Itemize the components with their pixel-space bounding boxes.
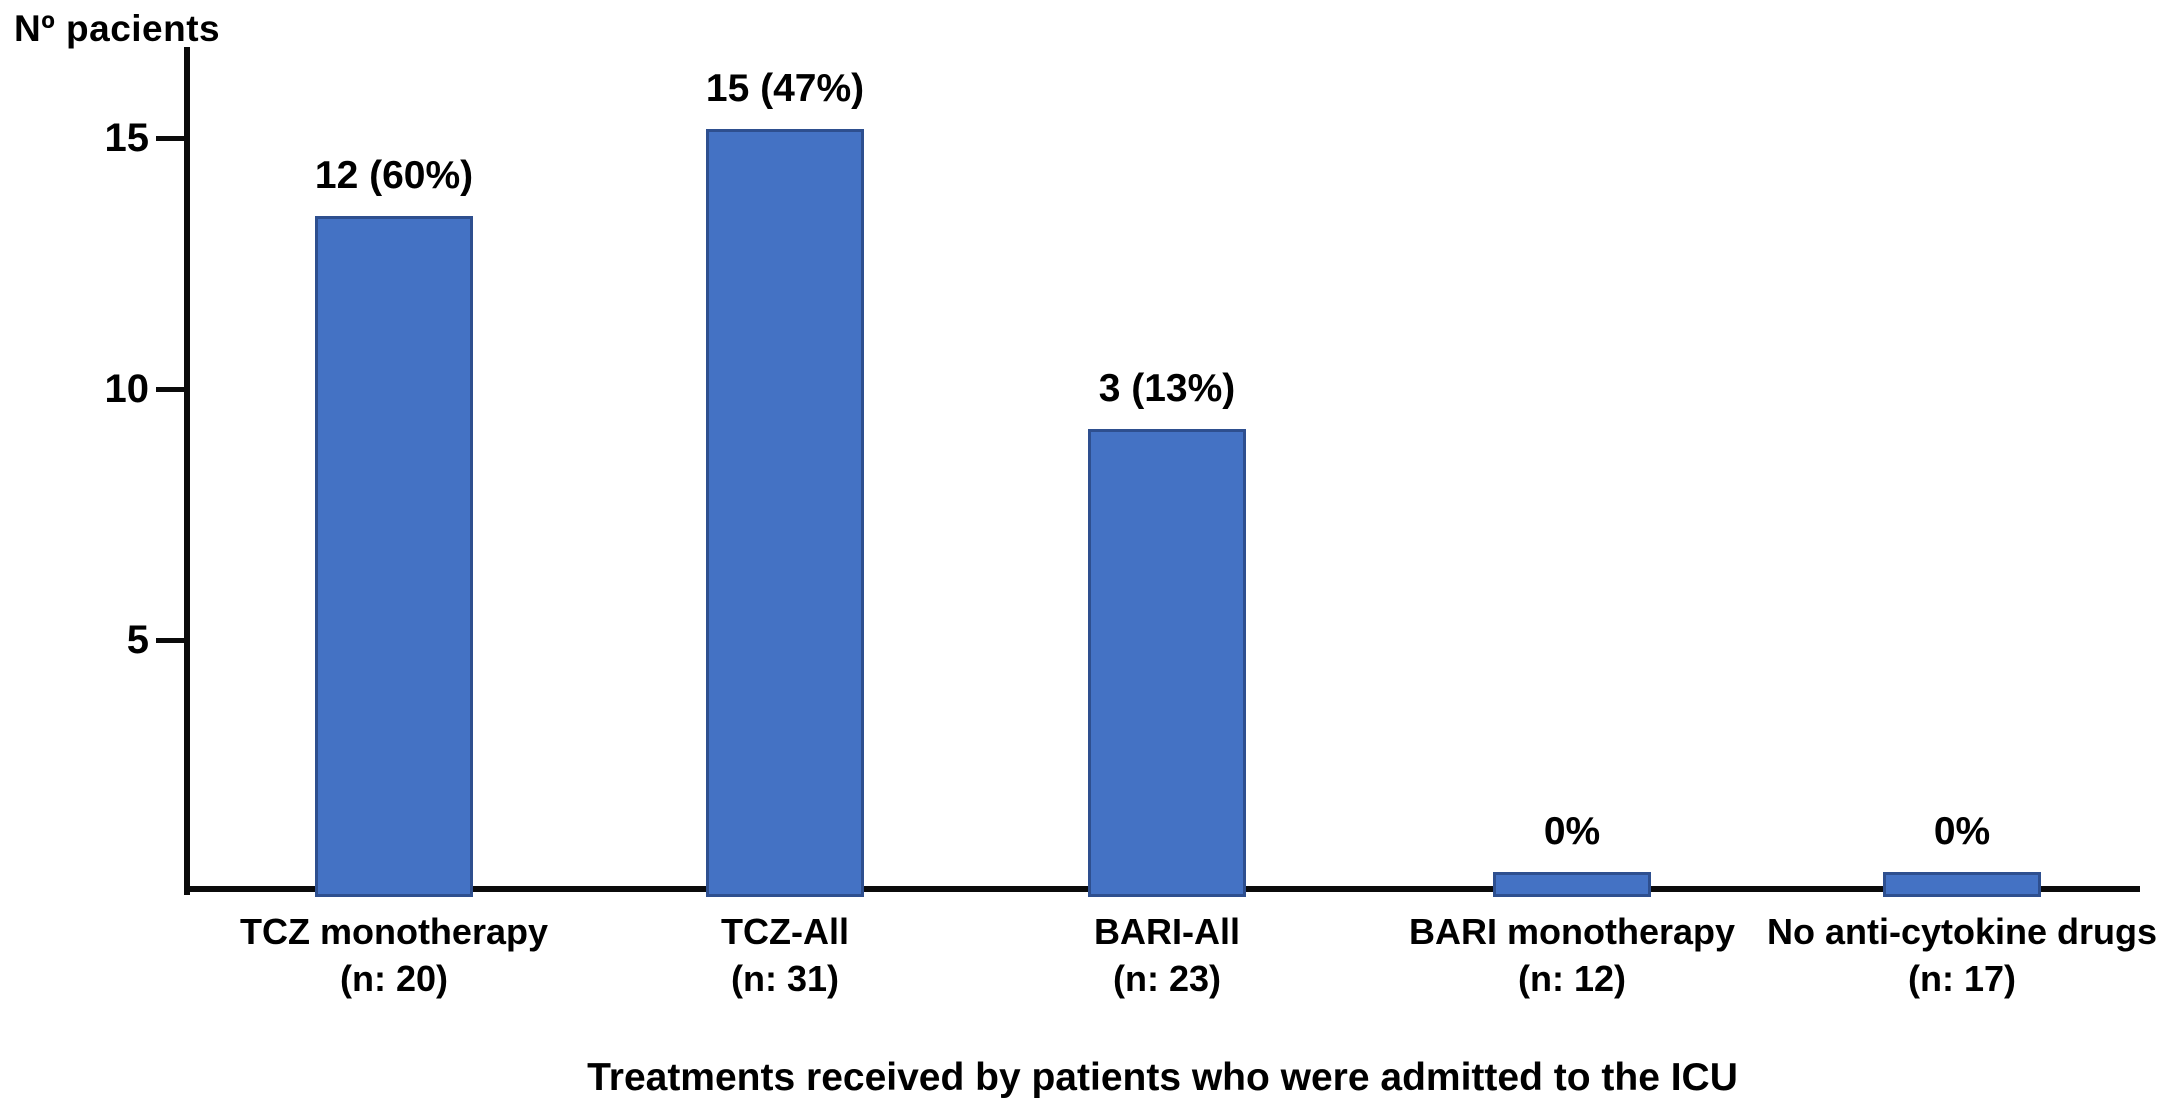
bar-value-label: 12 (60%): [314, 153, 474, 197]
x-category-label: BARI monotherapy (n: 12): [1342, 908, 1802, 1002]
y-tick-label: 15: [104, 116, 150, 160]
bar: [1493, 871, 1651, 897]
x-category-label-line2: (n: 12): [1518, 958, 1626, 999]
y-tick-mark: [156, 387, 184, 392]
x-category-label-line1: TCZ monotherapy: [239, 911, 548, 952]
x-category-label: No anti-cytokine drugs (n: 17): [1732, 908, 2167, 1002]
y-tick-label: 5: [126, 618, 149, 662]
y-tick-mark: [156, 638, 184, 643]
y-axis-line: [184, 47, 190, 895]
chart-title: Treatments received by patients who were…: [587, 1056, 1738, 1099]
bar-value-label: 0%: [1933, 809, 1991, 853]
bar: [1088, 429, 1246, 897]
bar: [1883, 871, 2041, 897]
x-category-label-line1: TCZ-All: [721, 911, 849, 952]
x-category-label-line1: No anti-cytokine drugs: [1766, 911, 2158, 952]
bar: [706, 128, 864, 897]
bar-value-label: 3 (13%): [1098, 367, 1236, 411]
x-category-label-line2: (n: 23): [1113, 958, 1221, 999]
x-category-label-line2: (n: 17): [1908, 958, 2016, 999]
bar-value-label: 15 (47%): [705, 66, 865, 110]
y-tick-label: 10: [104, 367, 150, 411]
bar-value-label: 0%: [1543, 809, 1601, 853]
x-category-label: TCZ-All (n: 31): [555, 908, 1015, 1002]
bar: [315, 215, 473, 897]
x-category-label: TCZ monotherapy (n: 20): [164, 908, 624, 1002]
x-category-label: BARI-All (n: 23): [937, 908, 1397, 1002]
x-category-label-line1: BARI-All: [1094, 911, 1240, 952]
y-tick-mark: [156, 136, 184, 141]
x-category-label-line2: (n: 20): [340, 958, 448, 999]
y-axis-title: Nº pacients: [14, 8, 221, 49]
x-category-label-line1: BARI monotherapy: [1408, 911, 1736, 952]
x-category-label-line2: (n: 31): [731, 958, 839, 999]
